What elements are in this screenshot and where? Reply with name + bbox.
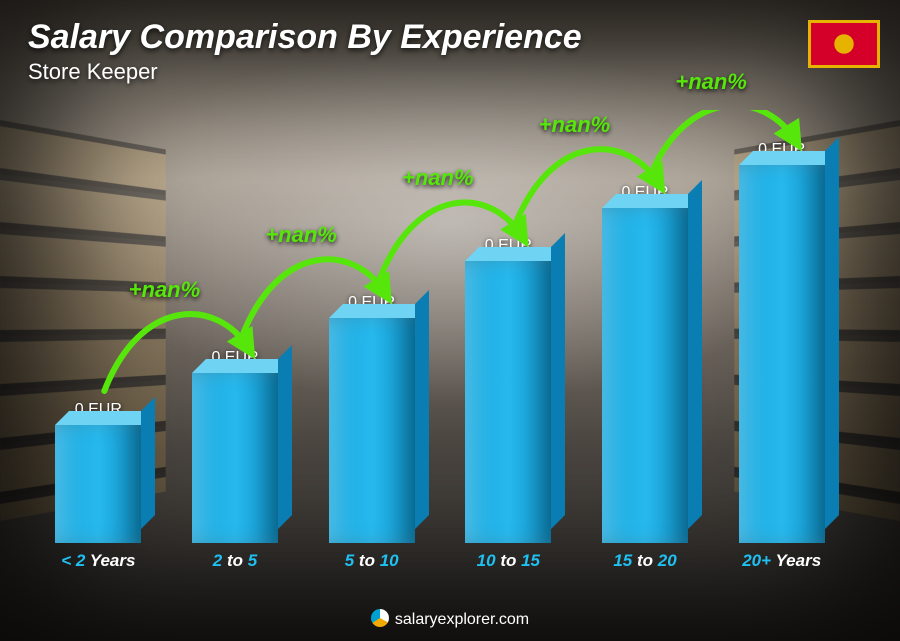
x-label: 10 to 15 bbox=[440, 551, 577, 571]
bar-front bbox=[329, 318, 415, 543]
bar-3d bbox=[602, 208, 688, 543]
bar-3d bbox=[55, 425, 141, 543]
bar-1: 0 EUR bbox=[167, 349, 304, 543]
bar-side bbox=[825, 137, 839, 529]
bar-side bbox=[415, 290, 429, 529]
x-label: 15 to 20 bbox=[577, 551, 714, 571]
footer-attribution: salaryexplorer.com bbox=[0, 609, 900, 629]
increment-label: +nan% bbox=[265, 222, 337, 248]
country-flag-montenegro bbox=[808, 20, 880, 68]
increment-label: +nan% bbox=[675, 69, 747, 95]
x-label: 2 to 5 bbox=[167, 551, 304, 571]
bar-front bbox=[602, 208, 688, 543]
footer-text: salaryexplorer.com bbox=[395, 611, 529, 628]
salaryexplorer-logo-icon bbox=[371, 609, 389, 627]
bar-front bbox=[55, 425, 141, 543]
bar-side bbox=[141, 397, 155, 529]
x-label: 5 to 10 bbox=[303, 551, 440, 571]
increment-label: +nan% bbox=[129, 277, 201, 303]
bar-top bbox=[329, 304, 429, 318]
bar-side bbox=[278, 345, 292, 529]
bar-3: 0 EUR bbox=[440, 237, 577, 543]
bar-4: 0 EUR bbox=[577, 184, 714, 543]
chart-subtitle: Store Keeper bbox=[28, 59, 582, 85]
bar-0: 0 EUR bbox=[30, 401, 167, 543]
bar-side bbox=[688, 180, 702, 529]
chart-title: Salary Comparison By Experience bbox=[28, 18, 582, 57]
bar-5: 0 EUR bbox=[713, 141, 850, 543]
bar-top bbox=[739, 151, 839, 165]
bar-top bbox=[192, 359, 292, 373]
bar-3d bbox=[192, 373, 278, 543]
x-label: < 2 Years bbox=[30, 551, 167, 571]
x-axis-labels: < 2 Years2 to 55 to 1010 to 1515 to 2020… bbox=[30, 551, 850, 571]
bar-3d bbox=[329, 318, 415, 543]
bar-3d bbox=[739, 165, 825, 543]
bar-side bbox=[551, 233, 565, 529]
bar-front bbox=[465, 261, 551, 543]
x-label: 20+ Years bbox=[713, 551, 850, 571]
increment-label: +nan% bbox=[402, 165, 474, 191]
increment-label: +nan% bbox=[539, 112, 611, 138]
bar-front bbox=[739, 165, 825, 543]
salary-bar-chart: 0 EUR0 EUR0 EUR0 EUR0 EUR0 EUR < 2 Years… bbox=[30, 110, 850, 571]
bar-3d bbox=[465, 261, 551, 543]
bar-2: 0 EUR bbox=[303, 294, 440, 543]
bar-front bbox=[192, 373, 278, 543]
flag-crest-icon bbox=[827, 27, 861, 61]
bars-container: 0 EUR0 EUR0 EUR0 EUR0 EUR0 EUR bbox=[30, 143, 850, 543]
title-block: Salary Comparison By Experience Store Ke… bbox=[28, 18, 582, 85]
